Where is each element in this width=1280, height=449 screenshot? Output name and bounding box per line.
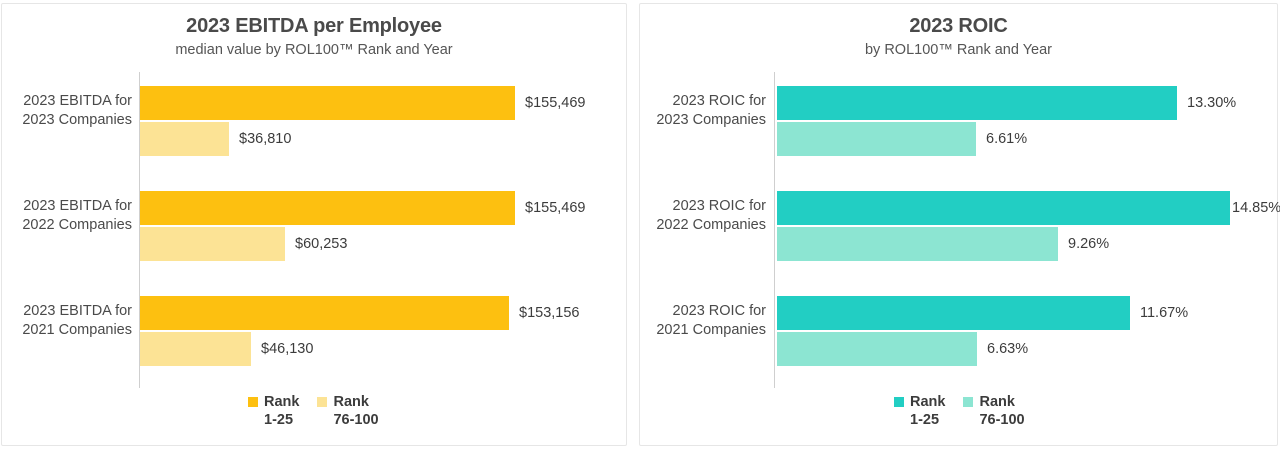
chart-title-roic: 2023 ROIC	[909, 15, 1008, 37]
bar-value-label: 14.85%	[1232, 200, 1280, 216]
chart-legend-ebitda: Rank 1-25 Rank 76-100	[248, 393, 379, 429]
plot-area-roic: 2023 ROIC for 2023 Companies 13.30% 6.61…	[640, 68, 1280, 398]
bar-value-label: 13.30%	[1187, 95, 1237, 111]
legend-label-line1: Rank	[910, 394, 946, 410]
bar-row: $155,469	[140, 191, 626, 225]
category-label-line1: 2023 EBITDA for	[23, 93, 132, 109]
bar-row: 14.85%	[777, 191, 1280, 225]
category-label: 2023 ROIC for 2023 Companies	[644, 92, 766, 130]
legend-label: Rank 76-100	[979, 393, 1024, 429]
category-label: 2023 EBITDA for 2023 Companies	[4, 92, 132, 130]
chart-subtitle-ebitda: median value by ROL100™ Rank and Year	[175, 42, 453, 58]
category-label: 2023 EBITDA for 2022 Companies	[4, 197, 132, 235]
category-label-line1: 2023 ROIC for	[672, 303, 767, 319]
legend-swatch-icon	[894, 397, 904, 407]
bar-value-label: 11.67%	[1140, 305, 1189, 321]
legend-label-line2: 1-25	[264, 412, 294, 428]
bar-value-label: $36,810	[239, 131, 292, 147]
bar-rank-76-100[interactable]	[140, 227, 285, 261]
legend-label-line2: 76-100	[979, 412, 1025, 428]
bar-value-label: $155,469	[525, 200, 586, 216]
bar-row: 6.63%	[777, 332, 1277, 366]
bar-rank-76-100[interactable]	[140, 122, 229, 156]
category-label-line2: 2021 Companies	[656, 322, 766, 338]
bar-value-label: $46,130	[261, 341, 314, 357]
category-label-line1: 2023 ROIC for	[672, 93, 767, 109]
legend-item-rank-76-100[interactable]: Rank 76-100	[963, 393, 1025, 429]
legend-label-line1: Rank	[979, 394, 1015, 410]
category-label: 2023 ROIC for 2021 Companies	[644, 302, 766, 340]
bar-value-label: 6.63%	[987, 341, 1029, 357]
bar-row: $60,253	[140, 227, 626, 261]
category-label: 2023 EBITDA for 2021 Companies	[4, 302, 132, 340]
legend-label-line2: 1-25	[910, 412, 940, 428]
category-label-line1: 2023 EBITDA for	[23, 303, 132, 319]
bar-row: 6.61%	[777, 122, 1277, 156]
bar-rank-76-100[interactable]	[777, 227, 1058, 261]
plot-area-ebitda: 2023 EBITDA for 2023 Companies $155,469 …	[2, 68, 626, 398]
y-axis-line	[139, 72, 140, 388]
bar-row: $155,469	[140, 86, 626, 120]
bar-value-label: $153,156	[519, 305, 580, 321]
category-label-line1: 2023 EBITDA for	[23, 198, 132, 214]
category-label-line2: 2022 Companies	[22, 217, 132, 233]
bar-rank-1-25[interactable]	[777, 86, 1177, 120]
legend-label: Rank 76-100	[333, 393, 378, 429]
bar-rank-1-25[interactable]	[140, 191, 515, 225]
legend-swatch-icon	[317, 397, 328, 407]
legend-label-line2: 76-100	[333, 412, 379, 428]
legend-swatch-icon	[963, 397, 974, 407]
legend-item-rank-76-100[interactable]: Rank 76-100	[317, 393, 379, 429]
bar-rank-1-25[interactable]	[140, 296, 509, 330]
bar-value-label: $60,253	[295, 236, 348, 252]
chart-header-ebitda: 2023 EBITDA per Employee median value by…	[2, 4, 626, 60]
bar-row: 11.67%	[777, 296, 1277, 330]
chart-panel-ebitda: 2023 EBITDA per Employee median value by…	[1, 3, 627, 446]
chart-title-ebitda: 2023 EBITDA per Employee	[186, 15, 442, 37]
bar-value-label: 6.61%	[986, 131, 1028, 147]
category-label-line2: 2023 Companies	[656, 112, 766, 128]
bar-row: 9.26%	[777, 227, 1277, 261]
bar-row: $46,130	[140, 332, 626, 366]
y-axis-line	[774, 72, 775, 388]
legend-label: Rank 1-25	[910, 393, 945, 429]
bar-value-label: $155,469	[525, 95, 586, 111]
bar-rank-76-100[interactable]	[140, 332, 251, 366]
legend-label: Rank 1-25	[264, 393, 299, 429]
legend-swatch-icon	[248, 397, 258, 407]
bar-row: $153,156	[140, 296, 626, 330]
bar-rank-76-100[interactable]	[777, 332, 977, 366]
legend-label-line1: Rank	[333, 394, 369, 410]
chart-subtitle-roic: by ROL100™ Rank and Year	[864, 42, 1052, 58]
category-label-line2: 2023 Companies	[22, 112, 132, 128]
legend-item-rank-1-25[interactable]: Rank 1-25	[894, 393, 945, 429]
category-label-line2: 2021 Companies	[22, 322, 132, 338]
chart-header-roic: 2023 ROIC by ROL100™ Rank and Year	[640, 4, 1277, 60]
bar-value-label: 9.26%	[1068, 236, 1110, 252]
bar-row: 13.30%	[777, 86, 1277, 120]
category-label-line2: 2022 Companies	[656, 217, 766, 233]
bar-rank-1-25[interactable]	[140, 86, 515, 120]
category-label: 2023 ROIC for 2022 Companies	[644, 197, 766, 235]
category-label-line1: 2023 ROIC for	[672, 198, 767, 214]
bar-row: $36,810	[140, 122, 626, 156]
chart-legend-roic: Rank 1-25 Rank 76-100	[894, 393, 1025, 429]
legend-item-rank-1-25[interactable]: Rank 1-25	[248, 393, 299, 429]
legend-label-line1: Rank	[264, 394, 300, 410]
bar-rank-1-25[interactable]	[777, 191, 1230, 225]
chart-panel-roic: 2023 ROIC by ROL100™ Rank and Year 2023 …	[639, 3, 1280, 446]
bar-rank-76-100[interactable]	[777, 122, 976, 156]
bar-rank-1-25[interactable]	[777, 296, 1130, 330]
